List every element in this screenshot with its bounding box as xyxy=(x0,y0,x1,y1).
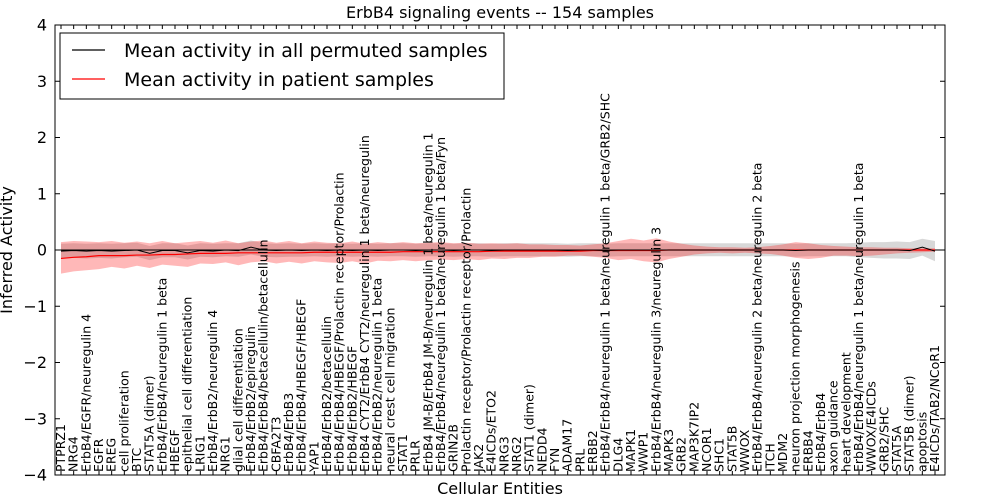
category-label: neural crest cell migration xyxy=(382,308,397,472)
category-label: NRG4 xyxy=(66,436,81,472)
y-tick-label: −1 xyxy=(23,297,47,316)
category-label: ErbB4/ErbB3 xyxy=(281,393,296,472)
legend: Mean activity in all permuted samples Me… xyxy=(59,32,505,100)
category-label: PRLR xyxy=(408,440,423,472)
category-label: CBFA2T3 xyxy=(268,417,283,472)
category-label: ErbB4/EGFR/neuregulin 4 xyxy=(78,314,93,472)
category-label: Prolactin receptor/Prolactin receptor/Pr… xyxy=(458,188,473,472)
category-label: MDM2 xyxy=(775,433,790,472)
category-label: STAT1 (dimer) xyxy=(522,384,537,472)
category-label: axon guidance xyxy=(826,380,841,472)
lines-layer xyxy=(55,246,945,260)
category-label: WWOX xyxy=(737,429,752,472)
category-label: FYN xyxy=(547,448,562,472)
category-label: EGFR xyxy=(91,438,106,472)
category-label: ErbB4/ErbB2/betacellulin xyxy=(319,316,334,472)
category-label: epithelial cell differentiation xyxy=(180,297,195,472)
category-label: STAT5A (dimer) xyxy=(142,376,157,472)
category-label: ErbB4/ErbB4/HBEGF/HBEGF xyxy=(294,299,309,472)
category-label: STAT5B (dimer) xyxy=(902,376,917,472)
category-label: ERBB4 xyxy=(800,430,815,472)
category-label: WWOX/E4ICDs xyxy=(864,381,879,472)
category-label: EREG xyxy=(104,438,119,472)
category-label: JAK2 xyxy=(471,444,486,473)
category-label: DLG4 xyxy=(610,438,625,472)
legend-label-patient: Mean activity in patient samples xyxy=(124,69,434,91)
y-tick-label: −4 xyxy=(23,466,47,485)
category-label: heart development xyxy=(838,352,853,472)
category-label: STAT5A xyxy=(889,425,904,472)
category-label: ErbB4/ErbB4/neuregulin 1 beta xyxy=(154,278,169,472)
category-label: BTC xyxy=(129,448,144,472)
chart-title: ErbB4 signaling events -- 154 samples xyxy=(346,3,654,22)
y-tick-label: 3 xyxy=(37,72,47,91)
category-label: ErbB4/ErbB4/betacellulin/betacellulin xyxy=(256,239,271,472)
category-label: SHC1 xyxy=(712,438,727,472)
category-label: GRB2 xyxy=(674,437,689,472)
bands-layer xyxy=(61,238,935,274)
category-label: E4ICDs/ETO2 xyxy=(484,390,499,472)
category-label: ADAM17 xyxy=(560,419,575,472)
category-label: ERBB2 xyxy=(585,430,600,472)
category-label: NRG3 xyxy=(496,436,511,472)
category-label: glial cell differentiation xyxy=(230,328,245,472)
category-label: YAP1 xyxy=(306,441,321,473)
y-tick-label: 1 xyxy=(37,184,47,203)
category-label: PTPRZ1 xyxy=(53,424,68,472)
category-label: cell proliferation xyxy=(116,370,131,472)
category-label: GRIN2B xyxy=(446,424,461,472)
category-label: ErbB4/ErbB4/neuregulin 3/neuregulin 3 xyxy=(648,227,663,472)
category-label: ErbB4/ErbB2/epiregulin xyxy=(243,326,258,472)
category-label: ErbB4/ErbB4/neuregulin 2 beta/neuregulin… xyxy=(750,163,765,472)
category-label: PRL xyxy=(572,449,587,472)
category-label: NRG2 xyxy=(509,436,524,472)
patient-band xyxy=(61,238,935,274)
category-label: MAPK3 xyxy=(661,429,676,472)
category-label: ErbB4/ErbB4/neuregulin 1 beta/neuregulin… xyxy=(598,93,613,472)
x-axis-title: Cellular Entities xyxy=(437,479,563,498)
category-label: apoptosis xyxy=(914,412,929,472)
category-label: E4ICDs/TAB2/NCoR1 xyxy=(927,345,942,472)
permuted-line xyxy=(60,246,936,254)
category-label: NRG1 xyxy=(218,436,233,472)
category-label: MAP3K7IP2 xyxy=(686,402,701,472)
y-tick-label: 2 xyxy=(37,128,47,147)
legend-label-permuted: Mean activity in all permuted samples xyxy=(124,40,487,62)
category-label: MAPK1 xyxy=(623,429,638,472)
category-label: ITCH xyxy=(762,443,777,472)
y-axis: −4 −3 −2 −1 0 1 2 3 4 xyxy=(23,16,945,485)
y-tick-label: 0 xyxy=(37,241,47,260)
category-label: ErbB4/ErbB4/neuregulin 1 beta/neuregulin… xyxy=(433,137,448,472)
y-axis-title: Inferred Activity xyxy=(0,186,16,314)
category-label: GRB2/SHC xyxy=(876,407,891,472)
category-label: ErbB4/ErbB2/neuregulin 1 beta xyxy=(370,278,385,472)
category-label: ErbB4/ErbB4 xyxy=(813,393,828,472)
category-label: NCOR1 xyxy=(699,427,714,472)
category-label: ErbB4/ErbB2/neuregulin 4 xyxy=(205,310,220,472)
legend-box xyxy=(59,32,505,100)
category-label: HBEGF xyxy=(167,429,182,472)
category-label: ErbB4 CYT2/ErbB4 CYT2/neuregulin 1 beta/… xyxy=(357,135,372,472)
category-label: ErbB4/ErbB4/neuregulin 1 beta/neuregulin… xyxy=(851,163,866,472)
y-tick-label: −3 xyxy=(23,409,47,428)
y-tick-label: 4 xyxy=(37,16,47,35)
category-label: ErbB4/ErbB4/HBEGF/Prolactin receptor/Pro… xyxy=(332,172,347,472)
category-label: STAT5B xyxy=(724,426,739,472)
category-label: ErbB4/ErbB2/HBEGF xyxy=(344,346,359,472)
category-label: neuron projection morphogenesis xyxy=(788,261,803,472)
category-label: LRIG1 xyxy=(192,435,207,472)
category-label: ErbB4 JM-B/ErbB4 JM-B/neuregulin 1 beta/… xyxy=(420,133,435,472)
category-label: NEDD4 xyxy=(534,428,549,472)
category-label: STAT1 xyxy=(395,434,410,472)
y-tick-label: −2 xyxy=(23,353,47,372)
category-label: WWP1 xyxy=(636,432,651,472)
